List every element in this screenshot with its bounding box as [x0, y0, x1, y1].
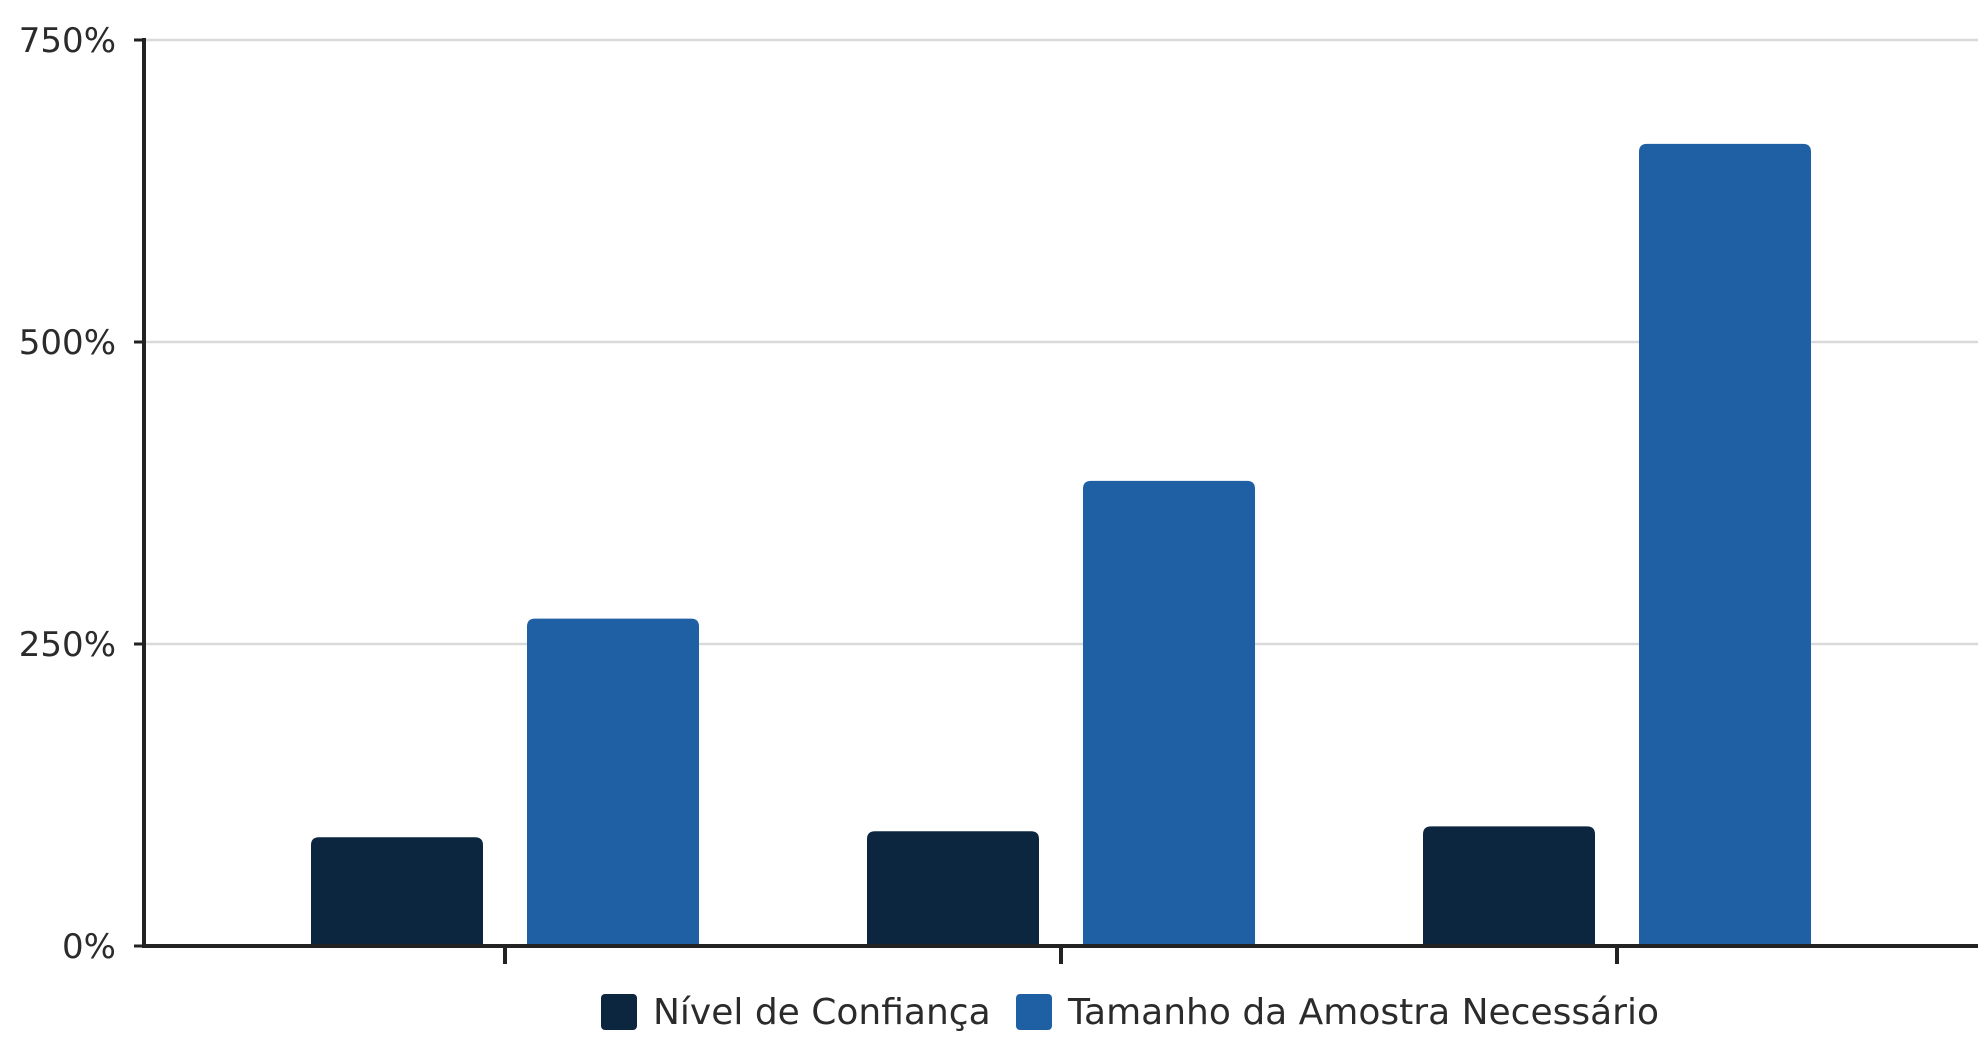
- bar-series-0-cat-0: [311, 837, 483, 946]
- y-tick-label: 750%: [19, 21, 116, 61]
- bar-series-1-cat-1: [1083, 480, 1255, 946]
- bar-series-1-cat-0: [527, 618, 699, 946]
- bars: [311, 143, 1811, 946]
- legend-swatch-tamanho-da-amostra: [1016, 994, 1052, 1030]
- legend: Nível de Confiança Tamanho da Amostra Ne…: [601, 992, 1659, 1033]
- y-tick-label: 250%: [19, 625, 116, 665]
- y-tick-label: 500%: [19, 323, 116, 363]
- axes: [134, 38, 1978, 964]
- legend-label-tamanho-da-amostra: Tamanho da Amostra Necessário: [1067, 992, 1659, 1033]
- legend-swatch-nivel-de-confianca: [601, 994, 637, 1030]
- legend-label-nivel-de-confianca: Nível de Confiança: [653, 992, 991, 1033]
- bar-series-0-cat-1: [867, 831, 1039, 946]
- bar-series-0-cat-2: [1423, 826, 1595, 946]
- tick-labels: 0% 250% 500% 750%: [19, 21, 116, 967]
- y-tick-label: 0%: [62, 927, 116, 967]
- bar-series-1-cat-2: [1639, 143, 1811, 946]
